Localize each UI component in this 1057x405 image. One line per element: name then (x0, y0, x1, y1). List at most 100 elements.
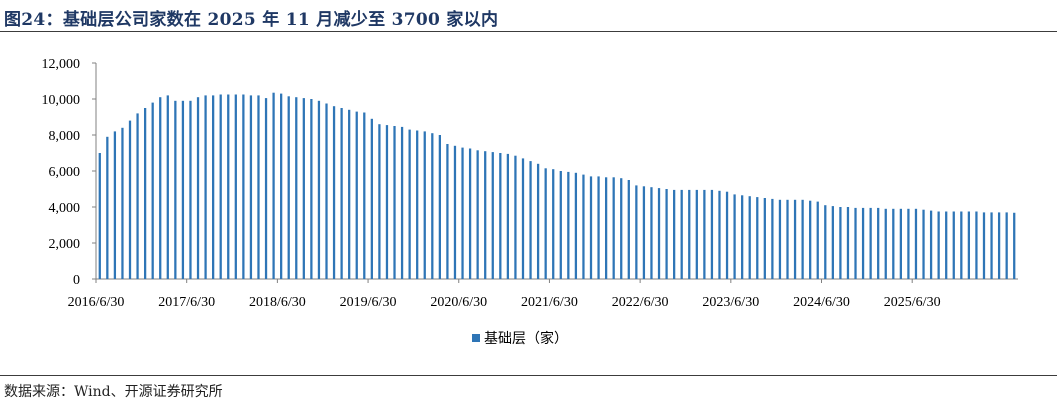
bar (521, 158, 525, 279)
bar (408, 129, 411, 279)
bar (174, 100, 177, 279)
bar (242, 94, 245, 279)
bar (204, 95, 207, 280)
bar (786, 199, 789, 279)
bar (914, 208, 918, 279)
bar (370, 118, 373, 279)
bar (400, 126, 404, 280)
legend: 基础层（家） (472, 330, 568, 347)
bar (892, 208, 895, 279)
bar (355, 111, 358, 279)
source-note: 数据来源：Wind、开源证券研究所 (4, 384, 223, 400)
bar (620, 178, 623, 279)
bar (952, 211, 955, 279)
x-tick-label: 2021/6/30 (521, 295, 578, 310)
bar (582, 174, 585, 279)
bar (710, 189, 714, 279)
bar (884, 208, 887, 279)
y-axis: 0 2,000 4,000 6,000 8,000 10,000 12,000 (42, 57, 97, 288)
bar (378, 124, 381, 279)
y-tick-label: 6,000 (49, 165, 81, 180)
bar (831, 206, 834, 279)
bar (264, 98, 268, 279)
y-tick-label: 10,000 (42, 93, 81, 108)
bar (249, 95, 253, 280)
bar (295, 97, 298, 279)
bar (151, 102, 154, 279)
bar-chart: 0 2,000 4,000 6,000 8,000 10,000 12,000 2016/6… (42, 57, 1018, 347)
bar (340, 108, 343, 279)
bar (1013, 212, 1016, 279)
bar (98, 153, 101, 279)
bar (332, 106, 336, 279)
bar (567, 171, 570, 279)
bar (839, 207, 842, 279)
bar (423, 131, 426, 279)
bar (975, 211, 978, 279)
bar (929, 210, 933, 279)
bar (877, 207, 880, 279)
bar (597, 176, 600, 279)
x-tick-label: 2025/6/30 (884, 295, 941, 310)
bar (733, 194, 736, 279)
bar (680, 189, 683, 279)
bar (544, 168, 547, 279)
bar (869, 207, 872, 279)
bar (793, 199, 797, 279)
y-tick-label: 4,000 (49, 201, 81, 216)
bar (484, 151, 487, 279)
bar (589, 176, 593, 279)
x-tick-label: 2022/6/30 (612, 295, 669, 310)
bar (212, 95, 215, 280)
bar (219, 94, 222, 279)
bar (650, 187, 653, 279)
bar (453, 145, 457, 279)
x-tick-label: 2020/6/30 (430, 295, 487, 310)
bar (816, 201, 819, 279)
bar (128, 120, 132, 279)
bar (665, 189, 668, 279)
bar (688, 189, 691, 279)
bar (461, 147, 464, 279)
bar (922, 209, 925, 279)
bar (612, 177, 615, 279)
x-axis: 2016/6/30 2017/6/30 2018/6/30 2019/6/30 2020… (68, 278, 1018, 310)
bar (280, 93, 283, 279)
x-tick-label: 2018/6/30 (249, 295, 306, 310)
top-rule (0, 31, 1057, 32)
bar (529, 161, 532, 279)
bar (899, 208, 902, 279)
bar (854, 207, 857, 279)
bar (748, 196, 751, 279)
y-tick-label: 2,000 (49, 237, 81, 252)
bar (302, 98, 305, 279)
bar (189, 100, 192, 279)
bar (945, 211, 948, 279)
x-tick-label: 2016/6/30 (68, 295, 125, 310)
bar (673, 189, 676, 279)
bar (257, 95, 260, 280)
bar (559, 171, 562, 279)
bar (121, 127, 124, 279)
bar (310, 99, 313, 279)
bar (136, 113, 139, 280)
bar (846, 207, 850, 279)
bar (106, 136, 109, 279)
bar (695, 189, 698, 279)
bar (491, 152, 494, 279)
y-tick-label: 12,000 (42, 57, 81, 72)
bar (468, 148, 472, 279)
bar (363, 112, 366, 279)
bar (763, 198, 766, 279)
legend-swatch (472, 334, 480, 342)
bar (438, 135, 441, 279)
bar (506, 153, 510, 279)
bar (287, 96, 290, 279)
bar (227, 94, 230, 279)
bar (325, 103, 328, 279)
bar (801, 199, 804, 279)
bar (143, 108, 147, 279)
bar (272, 92, 275, 279)
bar (997, 212, 1001, 279)
bottom-rule (0, 375, 1057, 376)
